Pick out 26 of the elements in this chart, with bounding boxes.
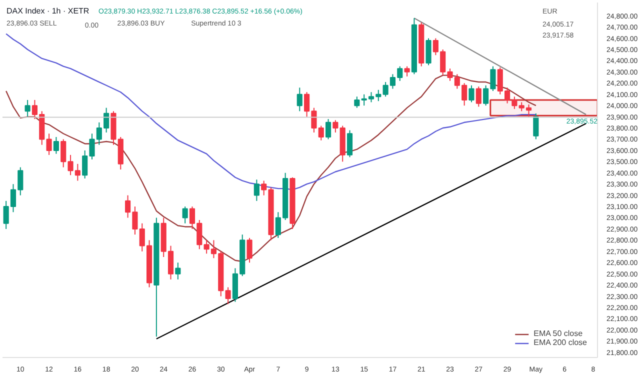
candlestick xyxy=(533,112,539,140)
candlestick xyxy=(53,136,59,154)
text: DAX Index · 1h · XETR xyxy=(6,6,90,16)
candlestick xyxy=(468,84,474,103)
candlestick xyxy=(390,74,396,90)
candlestick xyxy=(175,262,181,280)
legend-label: EMA 200 close xyxy=(534,338,587,347)
candlestick xyxy=(74,163,80,182)
candlestick xyxy=(24,99,30,118)
candlestick xyxy=(426,38,432,66)
candlestick xyxy=(325,118,332,140)
candlestick xyxy=(404,66,410,77)
candlestick xyxy=(104,107,110,133)
candlestick xyxy=(246,237,252,264)
legend-label: EMA 50 close xyxy=(534,329,583,338)
candlestick xyxy=(476,86,482,108)
candlestick xyxy=(296,87,302,112)
candlestick xyxy=(254,179,260,202)
candlestick xyxy=(182,206,188,224)
candlestick xyxy=(397,66,403,82)
candlestick xyxy=(376,89,382,102)
candlestick xyxy=(346,130,353,158)
candlestick xyxy=(225,286,231,305)
candlestick xyxy=(332,120,338,133)
candlestick xyxy=(354,96,360,108)
candlestick xyxy=(382,82,388,98)
